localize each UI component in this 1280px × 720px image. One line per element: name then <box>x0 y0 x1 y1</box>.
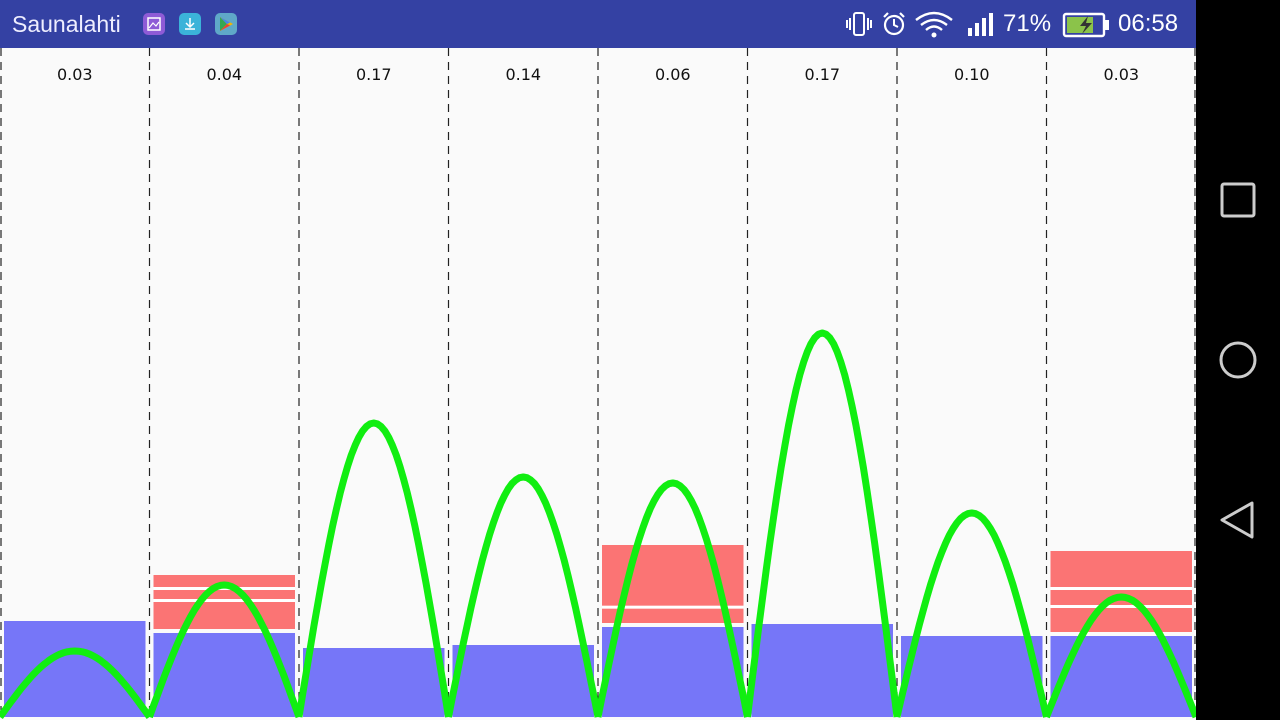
red-bar-stripe <box>602 605 744 609</box>
column-value-label: 0.17 <box>804 65 840 84</box>
column-value-label: 0.03 <box>57 65 93 84</box>
circle-icon <box>1219 341 1257 379</box>
battery-charging-icon <box>1062 12 1110 42</box>
red-bar-stripe <box>1050 587 1192 590</box>
green-arc <box>0 647 153 720</box>
triangle-back-icon <box>1220 501 1254 539</box>
blue-bar <box>751 624 893 717</box>
square-icon <box>1220 182 1256 218</box>
blue-bar <box>452 645 594 717</box>
green-arc <box>445 473 602 718</box>
alarm-icon <box>880 10 908 42</box>
blue-bar <box>4 621 146 717</box>
download-icon <box>179 13 201 35</box>
column-value-label: 0.04 <box>206 65 242 84</box>
recents-button[interactable] <box>1214 176 1262 224</box>
green-arc <box>744 329 901 718</box>
column-value-label: 0.06 <box>655 65 691 84</box>
bar-chart: 0.03 0.04 0.17 0.14 0.06 0.17 0.10 0.03 <box>0 48 1196 720</box>
column-value-label: 0.17 <box>356 65 392 84</box>
play-store-icon <box>215 13 237 35</box>
green-arc <box>146 581 303 719</box>
blue-bar <box>602 627 744 717</box>
red-bar-stripe <box>153 599 295 602</box>
status-bar: Saunalahti 71% 06:58 <box>0 0 1196 48</box>
vibrate-icon <box>845 10 873 42</box>
signal-icon <box>966 10 998 42</box>
red-bar-stripe <box>1050 605 1192 608</box>
back-button[interactable] <box>1214 496 1262 544</box>
green-arc <box>295 419 452 718</box>
battery-percent: 71% <box>1003 10 1052 37</box>
clock: 06:58 <box>1118 10 1179 37</box>
green-arc <box>893 509 1050 718</box>
navigation-bar <box>1196 0 1280 720</box>
gallery-icon <box>143 13 165 35</box>
blue-bar <box>1050 636 1192 717</box>
green-arc <box>594 479 751 718</box>
carrier-name: Saunalahti <box>12 11 121 37</box>
home-button[interactable] <box>1214 336 1262 384</box>
column-value-label: 0.03 <box>1103 65 1139 84</box>
wifi-icon <box>914 10 954 42</box>
blue-bar <box>303 648 445 717</box>
column-value-label: 0.10 <box>954 65 990 84</box>
green-arc <box>1043 593 1196 719</box>
column-value-label: 0.14 <box>505 65 541 84</box>
red-bar <box>1050 551 1192 632</box>
chart-area: 0.03 0.04 0.17 0.14 0.06 0.17 0.10 0.03 <box>0 48 1196 720</box>
blue-bar <box>901 636 1043 717</box>
